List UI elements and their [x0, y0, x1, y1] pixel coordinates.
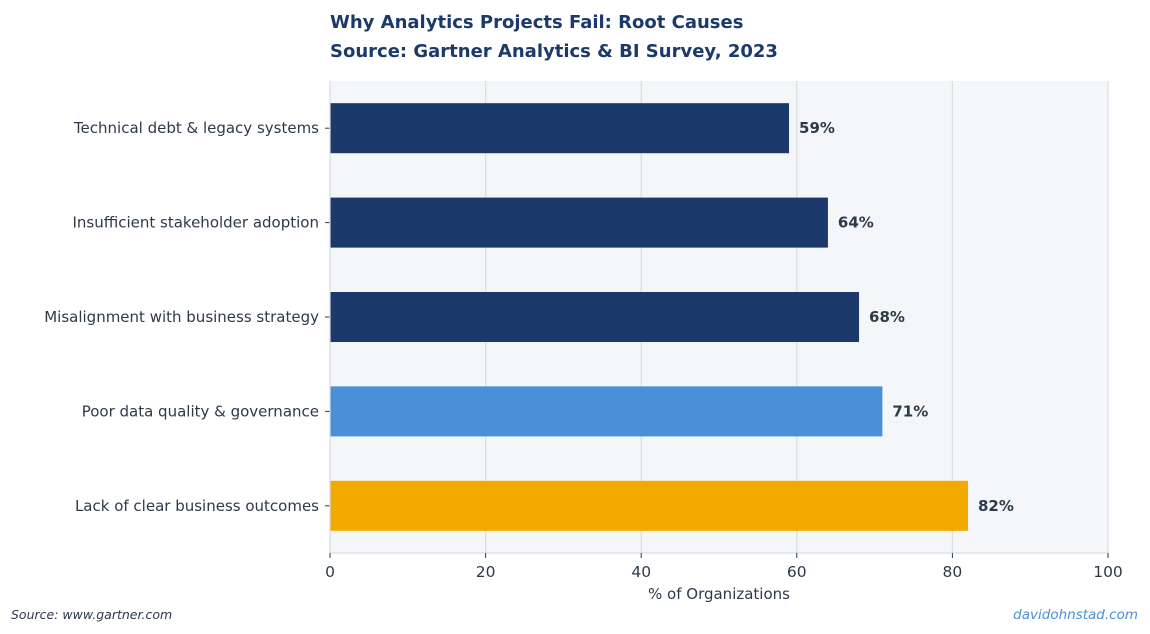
source-note: Source: www.gartner.com [11, 607, 173, 622]
category-label-4: Poor data quality & governance [82, 402, 319, 420]
x-tick-label-0: 0 [325, 563, 335, 581]
x-tick-label-100: 100 [1093, 563, 1123, 581]
value-label-2: 64% [838, 214, 874, 232]
bar-1 [330, 103, 790, 154]
labels: 59% Technical debt & legacy systems 64% Ins… [44, 119, 1123, 581]
value-label-1: 59% [799, 119, 835, 137]
category-label-1: Technical debt & legacy systems [73, 119, 319, 137]
value-label-3: 68% [869, 308, 905, 326]
bar-2 [330, 197, 828, 248]
chart-title: Why Analytics Projects Fail: Root Causes [330, 12, 744, 33]
chart-subtitle: Source: Gartner Analytics & BI Survey, 2… [330, 41, 778, 62]
bar-4 [330, 386, 883, 437]
bars [330, 103, 968, 531]
credit-note: davidohnstad.com [1013, 607, 1138, 623]
category-label-2: Insufficient stakeholder adoption [72, 214, 319, 232]
value-label-5: 82% [978, 497, 1014, 515]
x-tick-label-80: 80 [943, 563, 963, 581]
axes [325, 81, 1109, 558]
bar-5 [330, 480, 968, 531]
x-tick-label-40: 40 [631, 563, 651, 581]
category-label-3: Misalignment with business strategy [44, 308, 319, 326]
x-axis-label: % of Organizations [648, 585, 790, 603]
x-tick-label-60: 60 [787, 563, 807, 581]
bar-3 [330, 291, 860, 343]
x-tick-label-20: 20 [476, 563, 496, 581]
value-label-4: 71% [892, 402, 928, 420]
category-label-5: Lack of clear business outcomes [75, 497, 319, 515]
